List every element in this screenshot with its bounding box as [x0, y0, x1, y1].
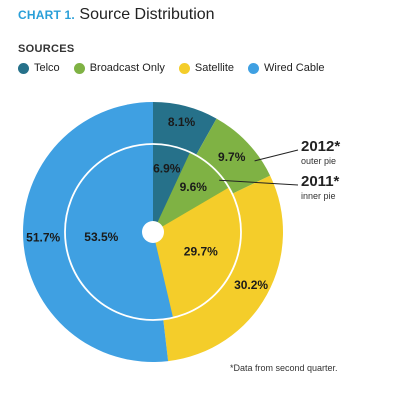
ring-callouts: 2012*outer pie 2011*inner pie — [219, 138, 340, 201]
inner-value-label-broadcast-only: 9.6% — [180, 180, 208, 194]
inner-value-label-telco: 6.9% — [153, 162, 181, 176]
inner-value-label-satellite: 29.7% — [184, 245, 218, 259]
inner-series-label: 2011* — [301, 173, 340, 190]
legend-swatch-wired-cable — [248, 62, 260, 74]
outer-series-label: 2012* — [301, 138, 340, 155]
footnote: *Data from second quarter. — [230, 363, 338, 373]
legend-label-telco: Telco — [34, 62, 60, 74]
inner-ring-label: inner pie — [301, 191, 336, 201]
inner-slice-wired-cable — [64, 144, 174, 320]
legend: Telco Broadcast Only Satellite Wired Cab… — [18, 62, 339, 74]
outer-value-label-telco: 8.1% — [168, 115, 196, 129]
inner-slice-satellite — [153, 187, 241, 318]
inner-slice-broadcast-only — [153, 152, 229, 232]
legend-swatch-telco — [18, 62, 29, 74]
chart-title-text: Source Distribution — [79, 6, 215, 23]
chart-number: CHART 1. — [18, 8, 75, 22]
legend-item-wired-cable: Wired Cable — [248, 62, 325, 74]
legend-label-broadcast-only: Broadcast Only — [89, 62, 165, 74]
center-hole — [142, 221, 164, 243]
outer-value-label-broadcast-only: 9.7% — [218, 150, 246, 164]
legend-label-satellite: Satellite — [194, 62, 235, 74]
legend-label-wired-cable: Wired Cable — [264, 62, 325, 74]
outer-leader-line — [254, 149, 299, 162]
outer-ring-label: outer pie — [301, 156, 336, 166]
legend-item-telco: Telco — [18, 62, 60, 74]
ring-divider — [64, 143, 242, 321]
outer-value-label-wired-cable: 51.7% — [26, 231, 60, 245]
legend-heading: SOURCES — [18, 43, 75, 55]
inner-leader-line — [219, 179, 299, 186]
outer-value-label-satellite: 30.2% — [234, 278, 268, 292]
legend-swatch-broadcast-only — [73, 62, 85, 74]
legend-item-satellite: Satellite — [178, 62, 235, 74]
inner-slice-telco — [153, 144, 191, 232]
chart-title: CHART 1. Source Distribution — [18, 6, 215, 24]
inner-ring — [64, 144, 241, 320]
inner-value-label-wired-cable: 53.5% — [84, 230, 118, 244]
legend-swatch-satellite — [178, 62, 190, 74]
legend-item-broadcast-only: Broadcast Only — [73, 62, 165, 74]
